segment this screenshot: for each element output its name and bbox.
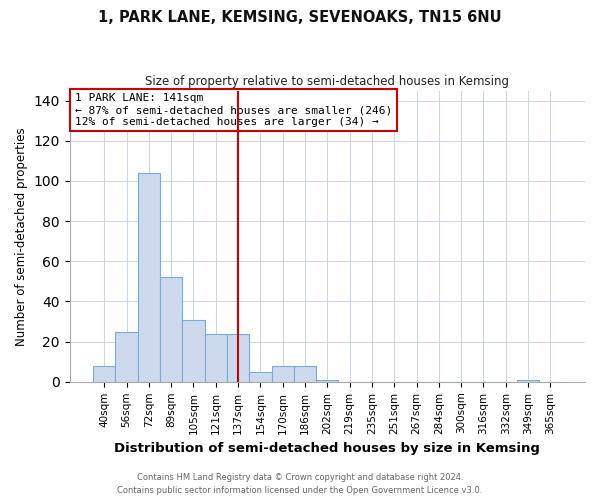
Bar bbox=[294, 366, 316, 382]
Bar bbox=[517, 380, 539, 382]
Bar bbox=[272, 366, 294, 382]
Text: 1 PARK LANE: 141sqm
← 87% of semi-detached houses are smaller (246)
12% of semi-: 1 PARK LANE: 141sqm ← 87% of semi-detach… bbox=[75, 94, 392, 126]
Text: Contains HM Land Registry data © Crown copyright and database right 2024.
Contai: Contains HM Land Registry data © Crown c… bbox=[118, 474, 482, 495]
X-axis label: Distribution of semi-detached houses by size in Kemsing: Distribution of semi-detached houses by … bbox=[115, 442, 540, 455]
Title: Size of property relative to semi-detached houses in Kemsing: Size of property relative to semi-detach… bbox=[145, 75, 509, 88]
Bar bbox=[93, 366, 115, 382]
Bar bbox=[316, 380, 338, 382]
Bar bbox=[115, 332, 137, 382]
Bar bbox=[249, 372, 272, 382]
Text: 1, PARK LANE, KEMSING, SEVENOAKS, TN15 6NU: 1, PARK LANE, KEMSING, SEVENOAKS, TN15 6… bbox=[98, 10, 502, 25]
Bar bbox=[160, 278, 182, 382]
Bar bbox=[137, 173, 160, 382]
Y-axis label: Number of semi-detached properties: Number of semi-detached properties bbox=[15, 127, 28, 346]
Bar bbox=[205, 334, 227, 382]
Bar bbox=[227, 334, 249, 382]
Bar bbox=[182, 320, 205, 382]
